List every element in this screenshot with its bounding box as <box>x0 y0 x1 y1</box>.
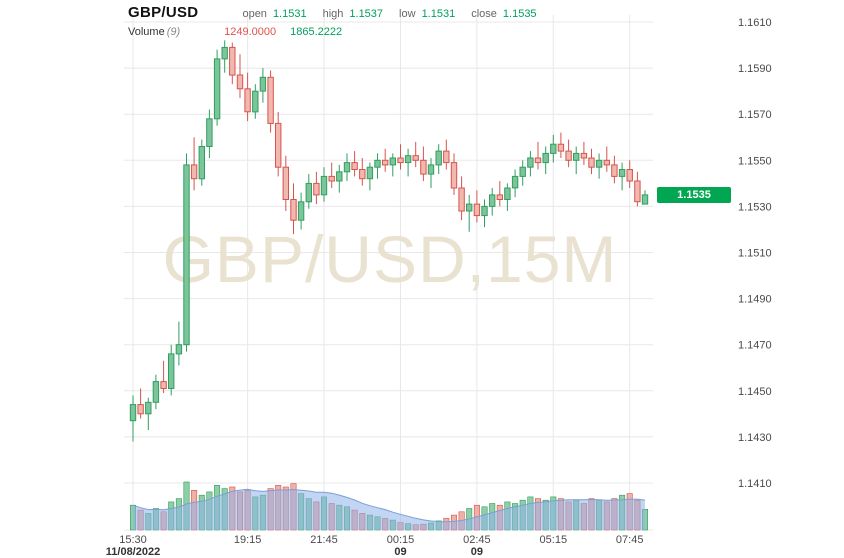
ohlc-low-label: low <box>399 8 416 20</box>
volume-ma-value: 1865.2222 <box>290 26 343 38</box>
svg-text:05:15: 05:15 <box>540 534 568 546</box>
ohlc-close-label: close <box>471 8 497 20</box>
ohlc-open-label: open <box>242 8 267 20</box>
svg-text:1.1410: 1.1410 <box>738 478 772 490</box>
ohlc-close-value: 1.1535 <box>502 8 537 20</box>
svg-text:1.1470: 1.1470 <box>738 340 772 352</box>
svg-text:21:45: 21:45 <box>310 534 338 546</box>
ohlc-open-value: 1.1531 <box>272 8 307 20</box>
price-axis-labels: 1.1610 1.1590 1.1570 1.1550 1.1530 1.1510 1.14… <box>738 17 772 490</box>
svg-text:1.1550: 1.1550 <box>738 155 772 167</box>
chart-watermark: GBP/USD,15M <box>163 222 618 296</box>
svg-text:09: 09 <box>471 546 483 558</box>
symbol-title: GBP/USD <box>128 4 199 21</box>
volume-indicator-label: Volume (9) <box>128 26 181 38</box>
svg-text:09: 09 <box>394 546 406 558</box>
svg-text:1.1590: 1.1590 <box>738 63 772 75</box>
svg-text:19:15: 19:15 <box>234 534 262 546</box>
svg-text:15:30: 15:30 <box>119 534 147 546</box>
candlesticks <box>129 40 649 442</box>
ohlc-high-label: high <box>322 8 344 20</box>
svg-text:1.1570: 1.1570 <box>738 109 772 121</box>
svg-text:00:15: 00:15 <box>387 534 415 546</box>
ohlc-high-value: 1.1537 <box>349 8 384 20</box>
svg-text:1.1450: 1.1450 <box>738 386 772 398</box>
volume-ma-area <box>132 488 646 530</box>
svg-text:11/08/2022: 11/08/2022 <box>106 546 160 558</box>
svg-text:1.1430: 1.1430 <box>738 432 772 444</box>
svg-text:1.1530: 1.1530 <box>738 201 772 213</box>
svg-text:1.1610: 1.1610 <box>738 17 772 29</box>
ohlc-legend: GBP/USD open 1.1531 high 1.1537 low 1.15… <box>128 4 553 21</box>
volume-current-value: 1249.0000 <box>224 26 277 38</box>
svg-text:02:45: 02:45 <box>463 534 491 546</box>
current-price-badge: 1.1535 <box>657 187 731 203</box>
svg-text:07:45: 07:45 <box>616 534 644 546</box>
svg-text:1.1510: 1.1510 <box>738 248 772 260</box>
ohlc-low-value: 1.1531 <box>421 8 456 20</box>
volume-legend: Volume (9) 1249.0000 1865.2222 <box>128 26 356 38</box>
gridlines <box>124 15 653 531</box>
volume-period-param: (9) <box>166 26 181 38</box>
svg-text:1.1490: 1.1490 <box>738 294 772 306</box>
